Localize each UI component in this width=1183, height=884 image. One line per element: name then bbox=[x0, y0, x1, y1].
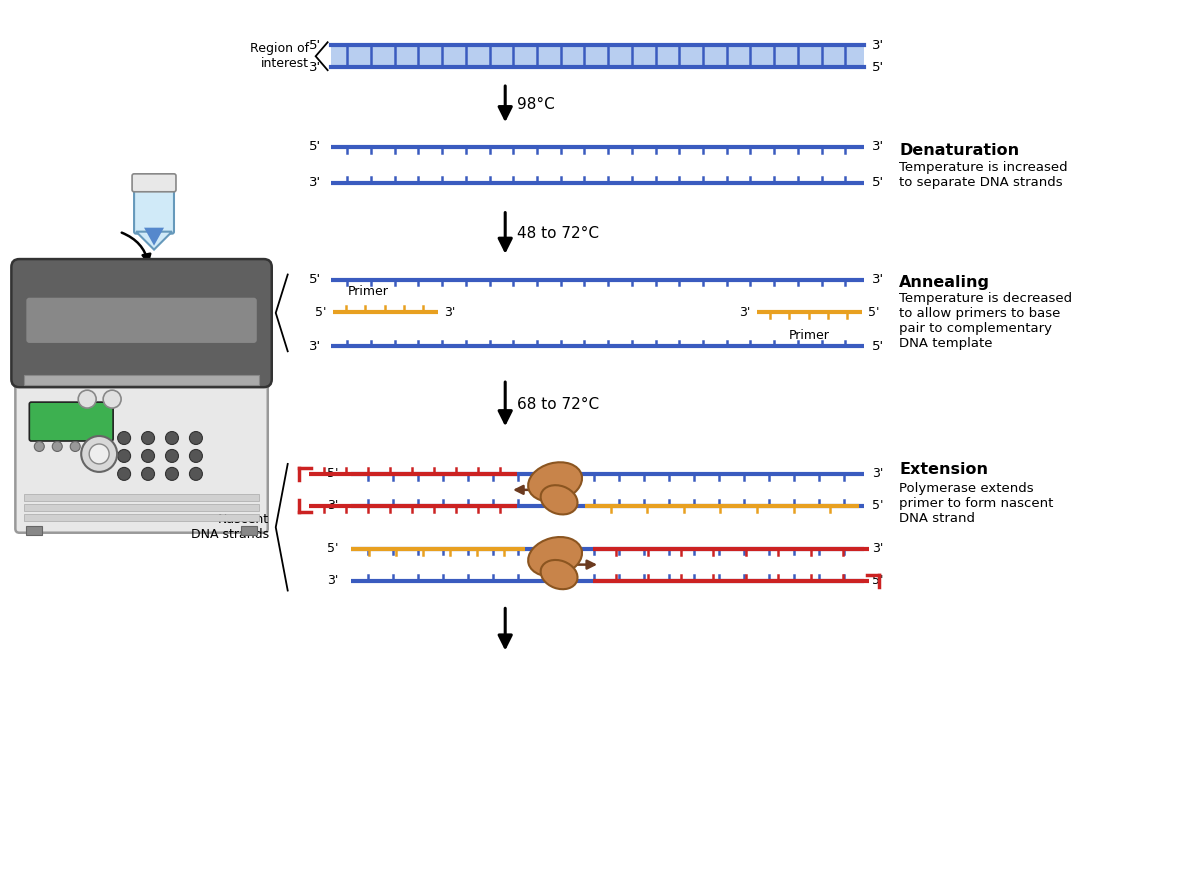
Circle shape bbox=[117, 431, 130, 445]
Text: 3': 3' bbox=[872, 542, 884, 555]
Text: 3': 3' bbox=[872, 39, 885, 52]
Text: 5': 5' bbox=[872, 176, 885, 189]
Text: 48 to 72°C: 48 to 72°C bbox=[517, 225, 599, 240]
Bar bbox=[25, 375, 259, 385]
Circle shape bbox=[166, 468, 179, 480]
Polygon shape bbox=[144, 228, 164, 246]
Text: 3': 3' bbox=[309, 176, 321, 189]
Bar bbox=[241, 526, 257, 535]
Text: 3': 3' bbox=[872, 273, 885, 286]
Text: 68 to 72°C: 68 to 72°C bbox=[517, 397, 600, 412]
Ellipse shape bbox=[528, 537, 582, 576]
Bar bbox=[25, 514, 259, 521]
Circle shape bbox=[89, 444, 109, 464]
Text: Annealing: Annealing bbox=[899, 275, 990, 290]
Circle shape bbox=[82, 436, 117, 472]
Text: 3': 3' bbox=[309, 339, 321, 353]
Text: Region of
interest: Region of interest bbox=[250, 42, 309, 70]
Circle shape bbox=[70, 441, 80, 452]
Text: 5': 5' bbox=[868, 306, 880, 319]
Text: 5': 5' bbox=[872, 499, 884, 513]
Circle shape bbox=[117, 468, 130, 480]
FancyBboxPatch shape bbox=[132, 174, 176, 192]
Text: Nascent
DNA strands: Nascent DNA strands bbox=[190, 514, 269, 541]
Bar bbox=[26, 526, 43, 535]
Circle shape bbox=[189, 449, 202, 462]
Text: 3': 3' bbox=[445, 306, 455, 319]
Text: 5': 5' bbox=[309, 273, 321, 286]
Text: 5': 5' bbox=[315, 306, 327, 319]
Circle shape bbox=[142, 468, 155, 480]
Bar bbox=[25, 504, 259, 511]
Text: 3': 3' bbox=[872, 468, 884, 480]
Text: 3': 3' bbox=[328, 499, 338, 513]
Text: 5': 5' bbox=[309, 141, 321, 154]
Text: Polymerase extends
primer to form nascent
DNA strand: Polymerase extends primer to form nascen… bbox=[899, 482, 1054, 525]
Text: Extension: Extension bbox=[899, 462, 988, 477]
Circle shape bbox=[34, 441, 44, 452]
FancyBboxPatch shape bbox=[15, 370, 267, 533]
Text: 3': 3' bbox=[328, 574, 338, 587]
Circle shape bbox=[52, 441, 63, 452]
Circle shape bbox=[166, 449, 179, 462]
Text: 5': 5' bbox=[872, 61, 885, 73]
Circle shape bbox=[103, 390, 121, 408]
Ellipse shape bbox=[528, 462, 582, 501]
Text: Denaturation: Denaturation bbox=[899, 143, 1020, 158]
Text: Temperature is increased
to separate DNA strands: Temperature is increased to separate DNA… bbox=[899, 161, 1068, 189]
Text: 5': 5' bbox=[872, 574, 884, 587]
FancyBboxPatch shape bbox=[30, 402, 114, 441]
FancyBboxPatch shape bbox=[26, 298, 257, 343]
Text: 5': 5' bbox=[309, 39, 321, 52]
Circle shape bbox=[189, 431, 202, 445]
Circle shape bbox=[78, 390, 96, 408]
Text: Primer: Primer bbox=[348, 286, 388, 299]
Bar bbox=[330, 45, 865, 67]
Text: 5': 5' bbox=[327, 468, 338, 480]
Circle shape bbox=[142, 449, 155, 462]
Circle shape bbox=[117, 449, 130, 462]
Text: 3': 3' bbox=[872, 141, 885, 154]
Circle shape bbox=[142, 431, 155, 445]
Text: 5': 5' bbox=[327, 542, 338, 555]
Ellipse shape bbox=[541, 485, 577, 514]
Text: 3': 3' bbox=[739, 306, 751, 319]
Text: Primer: Primer bbox=[789, 330, 830, 342]
Polygon shape bbox=[136, 232, 172, 249]
Text: 3': 3' bbox=[309, 61, 321, 73]
Circle shape bbox=[166, 431, 179, 445]
Text: 5': 5' bbox=[872, 339, 885, 353]
FancyBboxPatch shape bbox=[12, 259, 272, 387]
Circle shape bbox=[189, 468, 202, 480]
Text: Template
DNA strands: Template DNA strands bbox=[190, 299, 269, 327]
Text: Temperature is decreased
to allow primers to base
pair to complementary
DNA temp: Temperature is decreased to allow primer… bbox=[899, 293, 1073, 350]
Text: 98°C: 98°C bbox=[517, 96, 555, 111]
Ellipse shape bbox=[541, 560, 577, 590]
Bar bbox=[25, 494, 259, 501]
FancyBboxPatch shape bbox=[134, 186, 174, 233]
